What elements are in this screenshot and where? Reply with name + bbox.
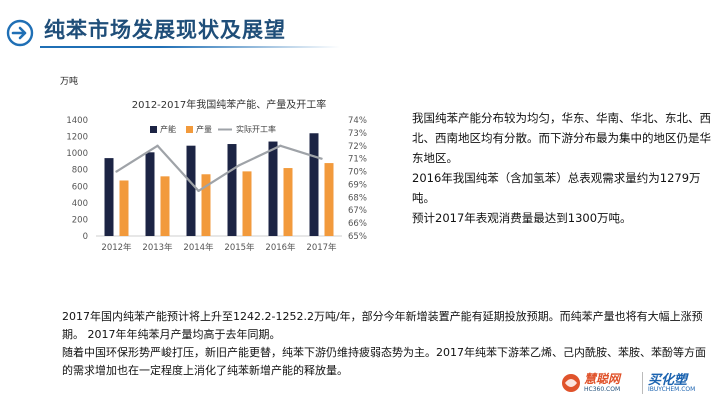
y2-tick-label-7: 72% xyxy=(348,142,367,152)
page-title: 纯苯市场发展现状及展望 xyxy=(44,18,286,42)
y2-tick-label-5: 70% xyxy=(348,168,367,178)
bar-output-2 xyxy=(201,174,211,236)
line-point-2 xyxy=(197,189,200,193)
bar-output-1 xyxy=(160,176,170,236)
y2-tick-label-9: 74% xyxy=(348,116,367,126)
y-tick-label-3: 600 xyxy=(72,182,88,192)
y2-tick-label-3: 68% xyxy=(348,193,367,203)
chart-title: 2012-2017年我国纯苯产能、产量及开工率 xyxy=(132,98,327,111)
y2-tick-label-8: 73% xyxy=(348,129,367,139)
bar-output-4 xyxy=(283,168,293,236)
logo-mark-icon xyxy=(562,374,580,392)
bar-capacity-1 xyxy=(145,152,155,236)
bar-capacity-2 xyxy=(186,145,196,236)
bottom-paragraph-1: 2017年国内纯苯产能预计将上升至1242.2-1252.2万吨/年，部分今年新… xyxy=(62,310,703,341)
right-paragraph-1: 我国纯苯产能分布较为均匀，华东、华南、华北、东北、西北、西南地区均有分散。而下游… xyxy=(412,111,711,165)
line-point-0 xyxy=(115,170,118,173)
y-tick-label-1: 200 xyxy=(72,215,88,225)
y2-tick-label-1: 66% xyxy=(348,219,367,229)
x-tick-label-4: 2016年 xyxy=(265,242,296,253)
x-tick-label-5: 2017年 xyxy=(306,242,337,253)
logo-brand-2: 买化塑 xyxy=(648,373,688,388)
bar-capacity-0 xyxy=(104,158,114,236)
logo-separator xyxy=(642,372,643,394)
legend-swatch-1 xyxy=(186,126,193,133)
x-tick-label-1: 2013年 xyxy=(142,242,173,253)
bar-output-5 xyxy=(324,163,334,236)
right-paragraph-3: 预计2017年表观消费量最达到1300万吨。 xyxy=(412,211,632,225)
title-underline xyxy=(40,46,340,48)
legend-label-2: 实际开工率 xyxy=(236,124,276,134)
chart-unit-label: 万吨 xyxy=(60,77,79,87)
legend-label-0: 产能 xyxy=(160,124,176,134)
line-point-1 xyxy=(156,144,159,147)
bar-capacity-5 xyxy=(309,133,319,236)
bar-capacity-4 xyxy=(268,141,278,236)
page-header: 纯苯市场发展现状及展望 xyxy=(0,0,720,58)
logo-brand-2-sub: IBUYCHEM.COM xyxy=(648,386,696,393)
logo-brand-1: 慧聪网 xyxy=(584,372,621,386)
bottom-text-block: 2017年国内纯苯产能预计将上升至1242.2-1252.2万吨/年，部分今年新… xyxy=(62,308,712,380)
y2-tick-label-6: 71% xyxy=(348,155,367,165)
y2-tick-label-2: 67% xyxy=(348,206,367,216)
line-point-5 xyxy=(320,157,323,160)
x-tick-label-2: 2014年 xyxy=(183,242,214,253)
y-tick-label-4: 800 xyxy=(72,166,88,176)
x-tick-label-0: 2012年 xyxy=(101,242,132,253)
bar-output-3 xyxy=(242,171,252,236)
bar-output-0 xyxy=(119,180,129,236)
right-paragraph-2: 2016年我国纯苯（含加氢苯）总表观需求量约为1279万吨。 xyxy=(412,171,701,205)
y2-tick-label-0: 65% xyxy=(348,232,367,242)
bottom-paragraph-2: 随着中国环保形势严峻打压，新旧产能更替，纯苯下游仍维持疲弱态势为主。2017年纯… xyxy=(62,346,706,377)
legend-label-1: 产量 xyxy=(196,124,212,134)
y-tick-label-6: 1200 xyxy=(66,133,88,143)
arrow-circle-icon xyxy=(6,19,34,47)
y-tick-label-2: 400 xyxy=(72,199,88,209)
bar-capacity-3 xyxy=(227,144,237,236)
y-tick-label-7: 1400 xyxy=(66,116,88,126)
line-utilization-rate xyxy=(115,144,322,192)
y-tick-label-5: 1000 xyxy=(66,149,88,159)
y-tick-label-0: 0 xyxy=(83,232,88,242)
y2-tick-label-4: 69% xyxy=(348,180,367,190)
capacity-chart: 2012-2017年我国纯苯产能、产量及开工率 0 200 400 600 800 1000… xyxy=(66,98,367,253)
footer-logo: 慧聪网 HC360.COM 买化塑 IBUYCHEM.COM xyxy=(560,368,720,402)
line-point-4 xyxy=(279,144,282,147)
legend-swatch-0 xyxy=(150,126,157,133)
x-tick-label-3: 2015年 xyxy=(224,242,255,253)
logo-brand-1-sub: HC360.COM xyxy=(584,386,621,393)
right-text-block: 我国纯苯产能分布较为均匀，华东、华南、华北、东北、西北、西南地区均有分散。而下游… xyxy=(412,108,712,228)
line-point-3 xyxy=(238,163,241,167)
